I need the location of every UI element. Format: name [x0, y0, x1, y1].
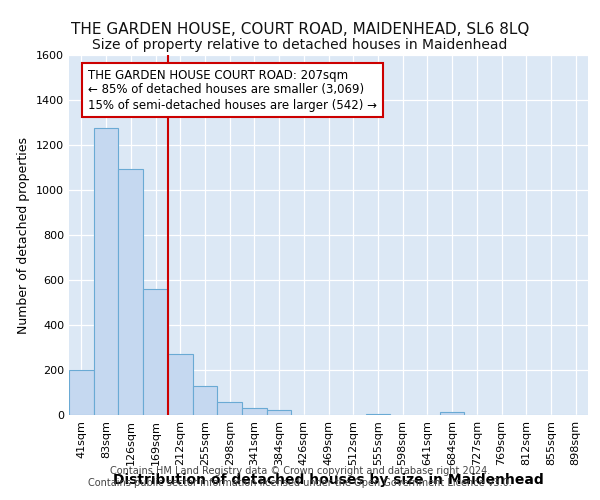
Bar — [168, 354, 193, 415]
Y-axis label: Number of detached properties: Number of detached properties — [17, 136, 31, 334]
Text: THE GARDEN HOUSE, COURT ROAD, MAIDENHEAD, SL6 8LQ: THE GARDEN HOUSE, COURT ROAD, MAIDENHEAD… — [71, 22, 529, 38]
X-axis label: Distribution of detached houses by size in Maidenhead: Distribution of detached houses by size … — [113, 474, 544, 488]
Bar — [193, 386, 217, 415]
Bar — [217, 402, 242, 415]
Bar — [267, 410, 292, 415]
Bar — [94, 128, 118, 415]
Text: Contains public sector information licensed under the Open Government Licence v3: Contains public sector information licen… — [88, 478, 512, 488]
Text: THE GARDEN HOUSE COURT ROAD: 207sqm
← 85% of detached houses are smaller (3,069): THE GARDEN HOUSE COURT ROAD: 207sqm ← 85… — [88, 68, 377, 112]
Text: Contains HM Land Registry data © Crown copyright and database right 2024.: Contains HM Land Registry data © Crown c… — [110, 466, 490, 476]
Bar — [242, 408, 267, 415]
Bar — [143, 289, 168, 415]
Bar — [365, 414, 390, 415]
Bar — [440, 412, 464, 415]
Text: Size of property relative to detached houses in Maidenhead: Size of property relative to detached ho… — [92, 38, 508, 52]
Bar — [69, 370, 94, 415]
Bar — [118, 168, 143, 415]
